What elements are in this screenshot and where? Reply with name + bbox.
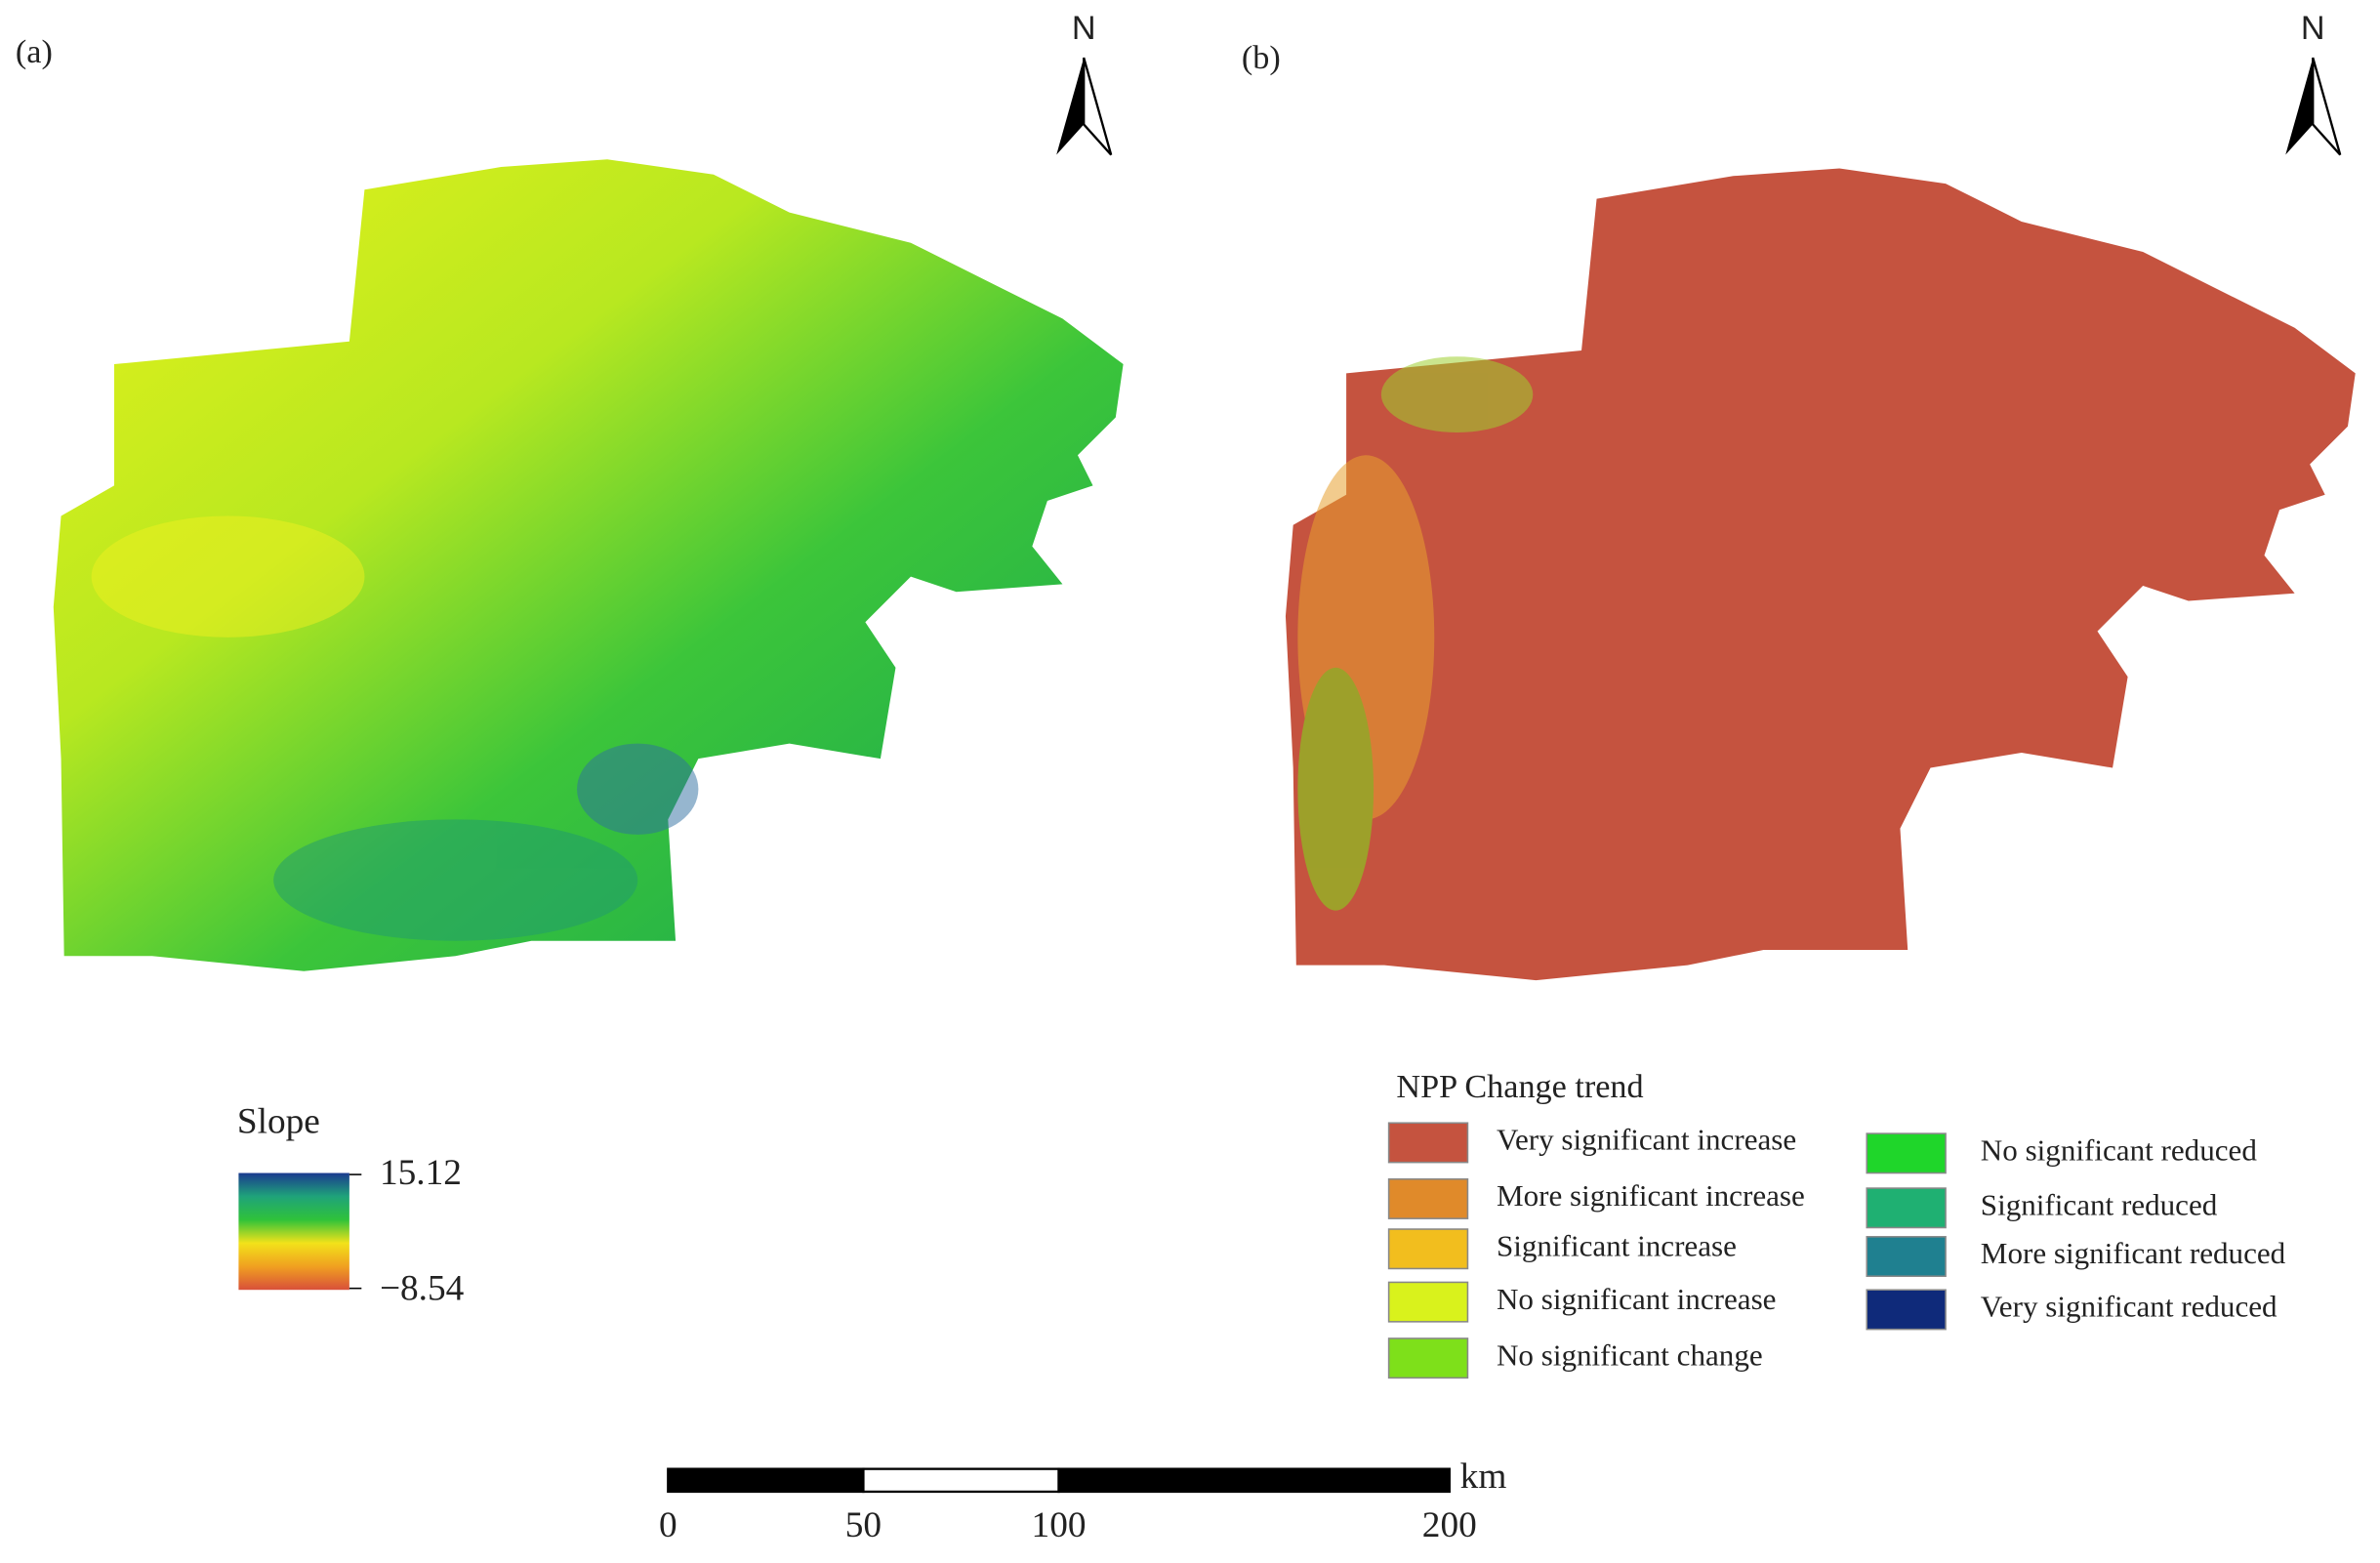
legend-label: More significant reduced [1981,1236,2286,1270]
legend-title: NPP Change trend [1396,1069,1643,1105]
scale-label: 50 [845,1505,882,1545]
north-label: N [1072,10,1096,47]
north-label: N [2301,10,2325,47]
legend-label: No significant change [1497,1337,1763,1372]
legend-label: Significant reduced [1981,1187,2218,1221]
map-texture [91,515,699,941]
panel-label: (a) [16,34,53,70]
panel-label: (b) [1242,40,1281,76]
scale-label: 0 [659,1505,677,1545]
scale-segment [1057,1467,1451,1494]
legend-label: More significant increase [1497,1178,1805,1213]
legend-max: 15.12 [380,1153,462,1193]
legend-swatch [1866,1289,1947,1331]
legend-label: Very significant reduced [1981,1290,2277,1324]
scale-unit: km [1460,1457,1507,1497]
trend-map [1285,168,2356,981]
legend-swatch [1387,1122,1469,1164]
color-ramp [238,1172,349,1291]
scale-label: 200 [1422,1505,1477,1545]
legend-label: Very significant increase [1497,1123,1796,1157]
scale-segment [862,1467,1060,1494]
legend-swatch [1866,1187,1947,1229]
map-texture [1297,356,1534,911]
legend-swatch [1866,1236,1947,1278]
legend-label: No significant increase [1497,1282,1777,1316]
scale-bar: 0 50 100 200 km [659,1457,1506,1545]
legend-label: No significant reduced [1981,1132,2258,1167]
scale-label: 100 [1032,1505,1087,1545]
trend-legend: Very significant increase More significan… [1387,1122,2286,1379]
legend-swatch [1387,1228,1469,1270]
legend-swatch [1387,1281,1469,1323]
scale-segment [667,1467,865,1494]
legend-swatch [1387,1177,1469,1219]
legend-title: Slope [237,1101,320,1141]
legend-swatch [1866,1132,1947,1174]
legend-min: −8.54 [380,1268,465,1308]
legend-swatch [1387,1337,1469,1379]
legend-label: Significant increase [1497,1228,1737,1262]
